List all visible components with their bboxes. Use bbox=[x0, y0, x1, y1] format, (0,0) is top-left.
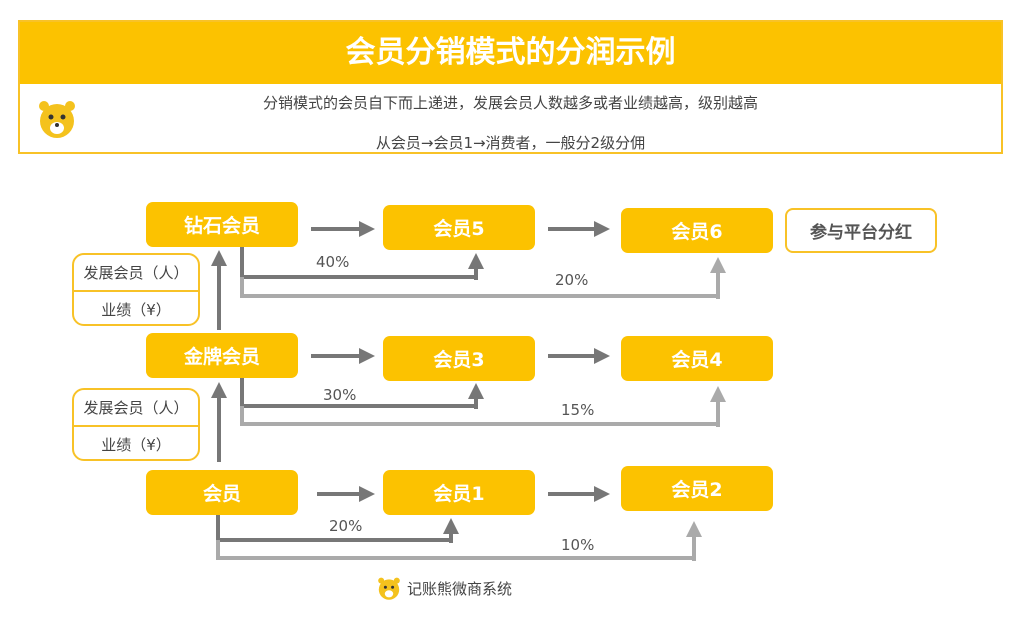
bear-icon bbox=[39, 101, 75, 138]
criteria-members: 发展会员（人） bbox=[74, 255, 198, 292]
bear-icon bbox=[378, 577, 400, 600]
node-platform-dividend: 参与平台分红 bbox=[785, 208, 937, 253]
page-title: 会员分销模式的分润示例 bbox=[20, 22, 1001, 84]
description-line-2: 从会员→会员1→消费者，一般分2级分佣 bbox=[375, 134, 646, 152]
percent-label: 40% bbox=[316, 253, 350, 271]
node-member-5: 会员5 bbox=[383, 205, 535, 250]
percent-label: 20% bbox=[329, 517, 363, 535]
upgrade-criteria-box: 发展会员（人） 业绩（¥） bbox=[72, 253, 200, 326]
node-member-4: 会员4 bbox=[621, 336, 773, 381]
node-member-2: 会员2 bbox=[621, 466, 773, 511]
percent-label: 10% bbox=[561, 536, 595, 554]
node-gold-member: 金牌会员 bbox=[146, 333, 298, 378]
node-member: 会员 bbox=[146, 470, 298, 515]
header-panel: 会员分销模式的分润示例 分销模式的会员自下而上递进，发展会员人数越多或者业绩越高… bbox=[18, 20, 1003, 154]
criteria-sales: 业绩（¥） bbox=[101, 301, 171, 319]
percent-label: 20% bbox=[555, 271, 589, 289]
percent-label: 15% bbox=[561, 401, 595, 419]
node-member-1: 会员1 bbox=[383, 470, 535, 515]
description-line-1: 分销模式的会员自下而上递进，发展会员人数越多或者业绩越高，级别越高 bbox=[262, 94, 758, 112]
criteria-members: 发展会员（人） bbox=[74, 390, 198, 427]
node-member-6: 会员6 bbox=[621, 208, 773, 253]
percent-label: 30% bbox=[323, 386, 357, 404]
criteria-sales: 业绩（¥） bbox=[101, 436, 171, 454]
footer-brand: 记账熊微商系统 bbox=[407, 580, 513, 598]
node-diamond-member: 钻石会员 bbox=[146, 202, 298, 247]
upgrade-criteria-box: 发展会员（人） 业绩（¥） bbox=[72, 388, 200, 461]
node-member-3: 会员3 bbox=[383, 336, 535, 381]
